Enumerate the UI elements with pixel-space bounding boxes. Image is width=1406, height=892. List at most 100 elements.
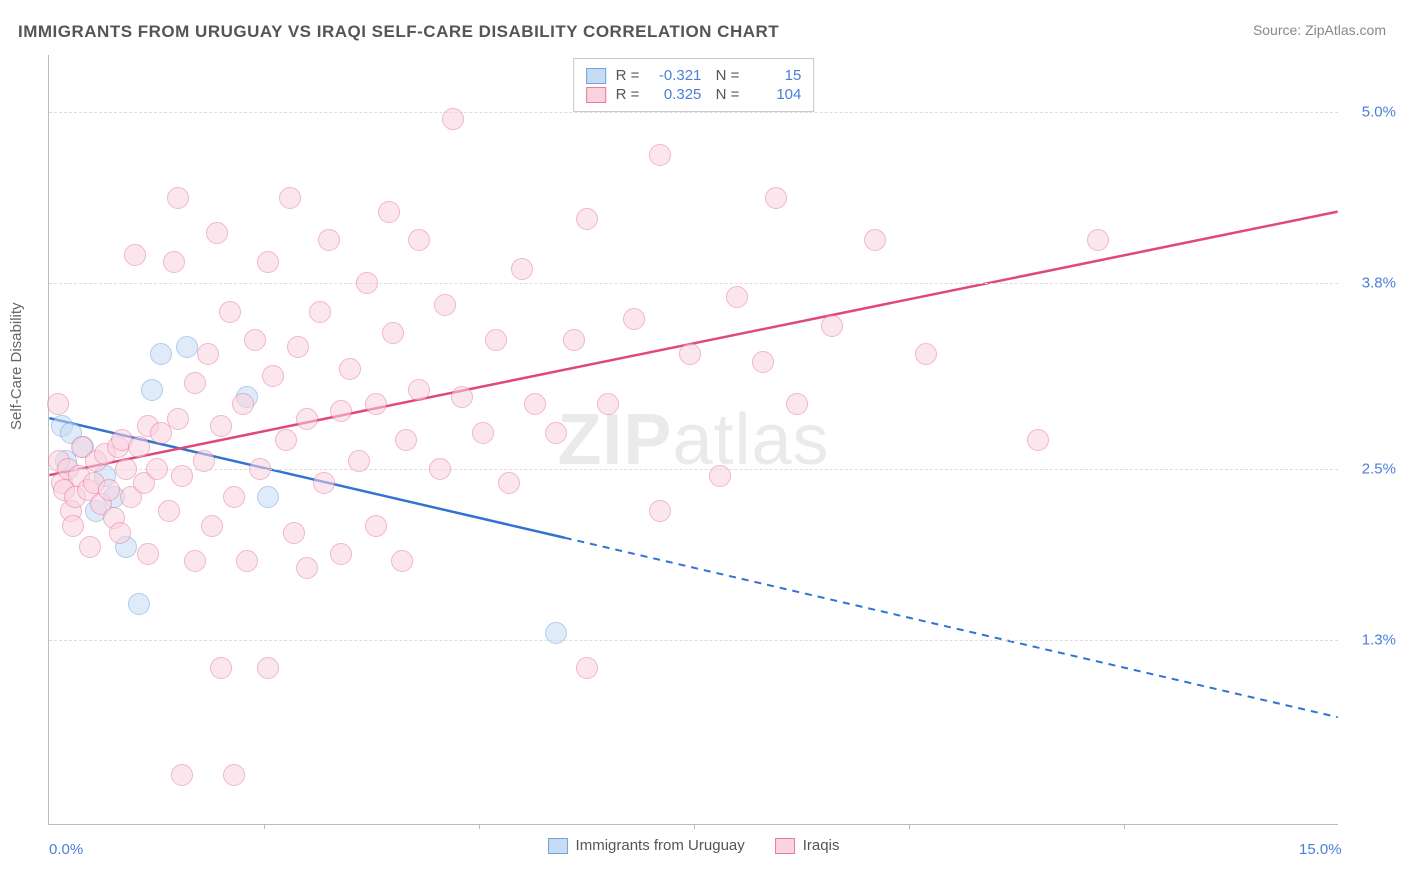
scatter-point <box>210 657 232 679</box>
scatter-point <box>279 187 301 209</box>
legend-r-label: R = <box>616 67 640 84</box>
legend-label: Iraqis <box>803 837 840 854</box>
legend-label: Immigrants from Uruguay <box>576 837 745 854</box>
scatter-point <box>197 343 219 365</box>
watermark-light: atlas <box>672 400 829 480</box>
scatter-point <box>296 557 318 579</box>
scatter-point <box>283 522 305 544</box>
scatter-point <box>236 550 258 572</box>
scatter-point <box>262 365 284 387</box>
scatter-point <box>176 336 198 358</box>
scatter-point <box>313 472 335 494</box>
scatter-point <box>726 286 748 308</box>
scatter-point <box>864 229 886 251</box>
scatter-point <box>378 201 400 223</box>
scatter-point <box>141 379 163 401</box>
scatter-point <box>79 536 101 558</box>
scatter-point <box>434 294 456 316</box>
scatter-point <box>498 472 520 494</box>
scatter-point <box>257 251 279 273</box>
scatter-point <box>219 301 241 323</box>
x-tick-mark <box>264 824 265 829</box>
scatter-point <box>223 486 245 508</box>
scatter-point <box>146 458 168 480</box>
scatter-point <box>309 301 331 323</box>
scatter-point <box>201 515 223 537</box>
legend-row: R = 0.325 N = 104 <box>586 86 802 103</box>
x-tick-label: 15.0% <box>1299 841 1342 858</box>
scatter-point <box>429 458 451 480</box>
scatter-point <box>275 429 297 451</box>
legend-bottom: Immigrants from Uruguay Iraqis <box>548 837 840 854</box>
scatter-point <box>158 500 180 522</box>
scatter-point <box>1087 229 1109 251</box>
y-tick-label: 2.5% <box>1346 460 1396 477</box>
legend-n-value: 15 <box>749 67 801 84</box>
scatter-point <box>395 429 417 451</box>
scatter-point <box>408 379 430 401</box>
scatter-point <box>318 229 340 251</box>
legend-swatch <box>548 838 568 854</box>
scatter-point <box>98 479 120 501</box>
scatter-point <box>649 500 671 522</box>
x-tick-mark <box>479 824 480 829</box>
scatter-point <box>128 436 150 458</box>
x-tick-label: 0.0% <box>49 841 83 858</box>
scatter-point <box>137 543 159 565</box>
trend-svg <box>49 55 1338 824</box>
scatter-point <box>442 108 464 130</box>
scatter-point <box>391 550 413 572</box>
y-tick-label: 3.8% <box>1346 275 1396 292</box>
trend-line-dashed <box>565 538 1338 717</box>
scatter-point <box>296 408 318 430</box>
x-tick-mark <box>909 824 910 829</box>
scatter-point <box>167 187 189 209</box>
scatter-point <box>167 408 189 430</box>
legend-n-label: N = <box>711 86 739 103</box>
scatter-point <box>623 308 645 330</box>
scatter-point <box>249 458 271 480</box>
scatter-point <box>485 329 507 351</box>
y-tick-label: 5.0% <box>1346 104 1396 121</box>
legend-n-value: 104 <box>749 86 801 103</box>
scatter-point <box>210 415 232 437</box>
scatter-point <box>545 422 567 444</box>
scatter-point <box>408 229 430 251</box>
scatter-point <box>193 450 215 472</box>
scatter-point <box>597 393 619 415</box>
legend-item: Iraqis <box>775 837 840 854</box>
scatter-point <box>649 144 671 166</box>
scatter-point <box>330 400 352 422</box>
scatter-point <box>524 393 546 415</box>
scatter-point <box>915 343 937 365</box>
scatter-point <box>348 450 370 472</box>
legend-r-value: 0.325 <box>649 86 701 103</box>
y-tick-label: 1.3% <box>1346 631 1396 648</box>
y-axis-label: Self-Care Disability <box>8 302 25 430</box>
scatter-point <box>786 393 808 415</box>
chart-title: IMMIGRANTS FROM URUGUAY VS IRAQI SELF-CA… <box>18 22 779 42</box>
x-tick-mark <box>694 824 695 829</box>
scatter-point <box>563 329 585 351</box>
scatter-point <box>576 657 598 679</box>
scatter-point <box>472 422 494 444</box>
scatter-point <box>382 322 404 344</box>
scatter-point <box>752 351 774 373</box>
scatter-point <box>171 465 193 487</box>
source-label: Source: ZipAtlas.com <box>1253 22 1386 38</box>
scatter-point <box>206 222 228 244</box>
legend-n-label: N = <box>711 67 739 84</box>
scatter-point <box>765 187 787 209</box>
legend-correlation: R = -0.321 N = 15 R = 0.325 N = 104 <box>573 58 815 112</box>
legend-r-value: -0.321 <box>649 67 701 84</box>
legend-r-label: R = <box>616 86 640 103</box>
scatter-point <box>545 622 567 644</box>
gridline-h <box>49 112 1338 113</box>
gridline-h <box>49 469 1338 470</box>
scatter-point <box>257 657 279 679</box>
x-tick-mark <box>1124 824 1125 829</box>
scatter-point <box>124 244 146 266</box>
legend-swatch <box>586 87 606 103</box>
scatter-point <box>171 764 193 786</box>
scatter-point <box>330 543 352 565</box>
